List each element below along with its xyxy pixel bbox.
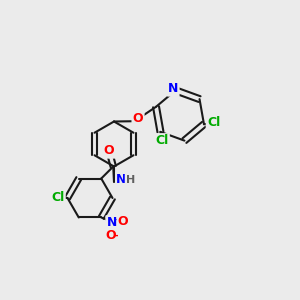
Text: O: O — [104, 144, 114, 158]
Text: N: N — [106, 216, 117, 230]
Text: O: O — [106, 229, 116, 242]
Text: Cl: Cl — [207, 116, 220, 129]
Text: +: + — [113, 215, 120, 224]
Text: N: N — [168, 82, 178, 95]
Text: Cl: Cl — [51, 190, 64, 204]
Text: H: H — [126, 175, 135, 185]
Text: O: O — [118, 215, 128, 228]
Text: -: - — [113, 231, 118, 241]
Text: N: N — [116, 172, 127, 186]
Text: Cl: Cl — [155, 134, 169, 147]
Text: O: O — [133, 112, 143, 125]
